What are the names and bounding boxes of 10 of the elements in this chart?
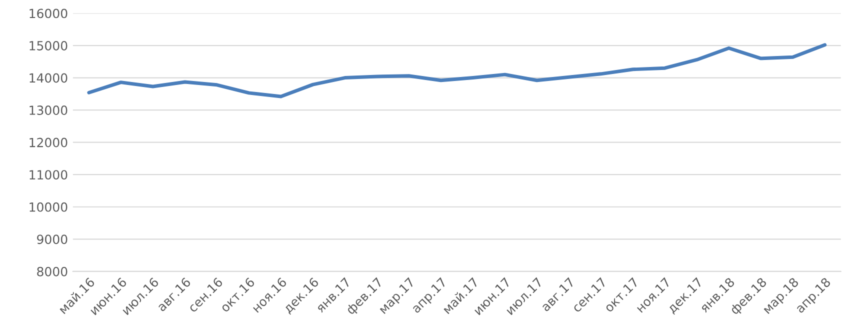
y-tick-label: 8000 — [37, 266, 68, 276]
y-tick-label: 9000 — [37, 234, 68, 244]
y-tick-label: 14000 — [30, 73, 68, 83]
y-tick-label: 12000 — [30, 138, 68, 148]
y-tick-label: 13000 — [30, 106, 68, 115]
y-tick-label: 11000 — [30, 170, 68, 180]
y-tick-label: 15000 — [30, 40, 68, 50]
line-series — [87, 43, 827, 98]
y-tick-label: 16000 — [30, 8, 68, 18]
y-tick-label: 10000 — [30, 202, 68, 212]
